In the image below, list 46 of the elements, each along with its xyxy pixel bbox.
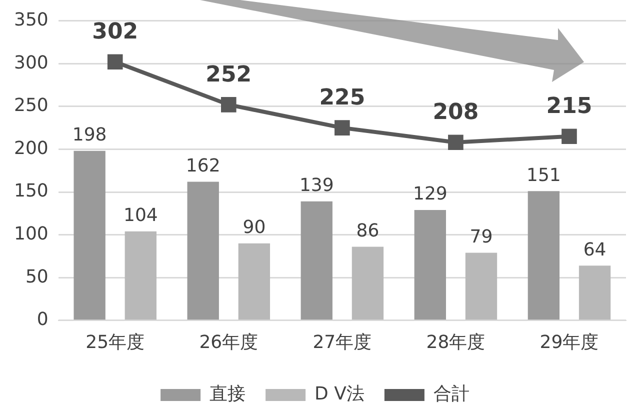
data-label: 79 bbox=[470, 226, 493, 248]
y-tick-label: 300 bbox=[14, 52, 48, 74]
data-label: 139 bbox=[299, 175, 334, 196]
legend-label: D V法 bbox=[314, 384, 364, 405]
bar bbox=[74, 150, 106, 320]
data-label: 215 bbox=[546, 94, 592, 120]
data-label: 198 bbox=[72, 124, 107, 146]
x-tick-label: 25年度 bbox=[86, 332, 145, 353]
data-label: 151 bbox=[526, 164, 561, 186]
point bbox=[334, 120, 350, 136]
x-tick-label: 29年度 bbox=[540, 332, 599, 353]
bar bbox=[238, 243, 270, 320]
bar bbox=[300, 201, 332, 320]
data-label: 64 bbox=[583, 239, 606, 260]
y-tick-label: 200 bbox=[14, 138, 48, 159]
point bbox=[562, 128, 577, 144]
data-label: 208 bbox=[432, 100, 479, 126]
data-label: 104 bbox=[123, 205, 158, 226]
data-label: 90 bbox=[242, 217, 266, 238]
bar bbox=[124, 231, 156, 320]
data-label: 86 bbox=[356, 220, 380, 242]
point bbox=[448, 134, 464, 150]
bar bbox=[414, 210, 446, 320]
data-label: 225 bbox=[319, 86, 366, 111]
y-tick-label: 50 bbox=[25, 266, 48, 288]
x-tick-label: 27年度 bbox=[312, 332, 372, 353]
x-tick-label: 26年度 bbox=[199, 332, 258, 353]
legend-label: 直接 bbox=[210, 384, 246, 405]
x-tick-label: 28年度 bbox=[426, 332, 486, 353]
y-tick-label: 250 bbox=[14, 95, 48, 116]
legend-label: 合計 bbox=[433, 384, 470, 405]
y-tick-label: 100 bbox=[14, 223, 48, 244]
bar bbox=[465, 252, 498, 320]
y-tick-label: 0 bbox=[36, 309, 48, 330]
data-label: 252 bbox=[206, 62, 252, 88]
data-label: 302 bbox=[92, 20, 138, 45]
bar bbox=[187, 182, 219, 320]
data-label: 162 bbox=[186, 155, 220, 176]
y-tick-label: 150 bbox=[14, 180, 48, 202]
point bbox=[107, 54, 123, 70]
point bbox=[220, 97, 236, 112]
data-label: 129 bbox=[412, 184, 448, 205]
y-tick-label: 350 bbox=[14, 9, 48, 30]
bar bbox=[352, 246, 384, 320]
bar bbox=[578, 266, 611, 320]
bar bbox=[528, 191, 560, 320]
